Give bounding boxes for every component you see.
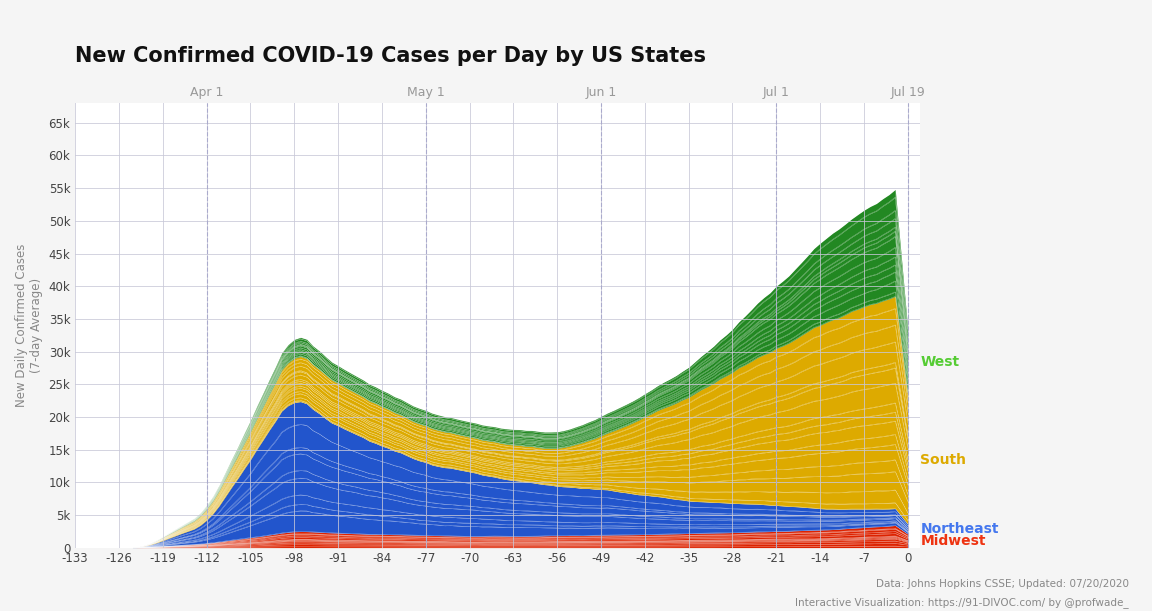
Text: May 1: May 1 (407, 86, 445, 99)
Text: New Confirmed COVID-19 Cases per Day by US States: New Confirmed COVID-19 Cases per Day by … (75, 46, 706, 65)
Y-axis label: New Daily Confirmed Cases
(7-day Average): New Daily Confirmed Cases (7-day Average… (15, 244, 43, 407)
Text: Jul 19: Jul 19 (890, 86, 925, 99)
Text: Jul 1: Jul 1 (763, 86, 790, 99)
Text: Midwest: Midwest (920, 534, 986, 548)
Text: South: South (920, 453, 967, 467)
Text: Interactive Visualization: https://91-DIVOC.com/ by @profwade_: Interactive Visualization: https://91-DI… (795, 597, 1129, 608)
Text: Apr 1: Apr 1 (190, 86, 223, 99)
Text: Jun 1: Jun 1 (585, 86, 616, 99)
Text: Northeast: Northeast (920, 522, 999, 536)
Text: West: West (920, 355, 960, 369)
Text: Data: Johns Hopkins CSSE; Updated: 07/20/2020: Data: Johns Hopkins CSSE; Updated: 07/20… (876, 579, 1129, 588)
